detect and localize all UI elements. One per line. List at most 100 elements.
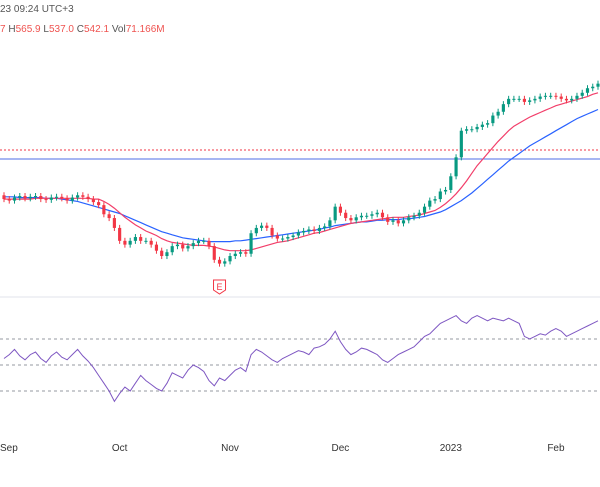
low-value: 537.0: [48, 24, 74, 35]
ohlcv-legend: 7 H565.9 L537.0 C542.1 Vol71.166M: [0, 24, 165, 35]
candle-body: [270, 227, 274, 236]
candle-body: [118, 227, 122, 241]
candle-body: [186, 246, 190, 249]
candle-body: [522, 98, 526, 102]
candle-body: [60, 196, 64, 199]
close-label: C: [76, 24, 84, 35]
candle-body: [328, 220, 332, 227]
candle-body: [459, 130, 463, 158]
candle-body: [580, 92, 584, 96]
high-value: 565.9: [15, 24, 41, 35]
x-tick-label: 2023: [440, 443, 463, 454]
candle-body: [528, 100, 532, 102]
candle-body: [517, 98, 521, 100]
x-axis: Sep Oct Nov Dec 2023 Feb: [0, 443, 565, 454]
candle-body: [86, 196, 90, 200]
candle-body: [12, 197, 17, 201]
candle-body: [170, 246, 174, 253]
candle-body: [249, 233, 253, 254]
candle-body: [228, 256, 232, 262]
candle-body: [296, 232, 300, 236]
candle-body: [480, 124, 484, 127]
candle-body: [154, 244, 159, 251]
earnings-marker[interactable]: E: [213, 279, 227, 295]
candle-body: [380, 212, 385, 218]
x-tick-label: Nov: [221, 443, 239, 454]
candle-body: [564, 98, 569, 101]
candle-body: [307, 229, 311, 231]
candle-body: [396, 220, 400, 224]
candle-body: [549, 95, 553, 97]
timestamp: 23 09:24 UTC+3: [0, 4, 74, 15]
candle-body: [223, 261, 227, 264]
candle-body: [244, 252, 248, 254]
candle-body: [585, 88, 590, 93]
x-tick-label: Sep: [0, 443, 18, 454]
ma-fast-line: [4, 92, 599, 252]
candle-body: [443, 189, 448, 192]
candle-body: [49, 197, 53, 200]
candle-body: [554, 95, 558, 97]
candle-body: [149, 240, 153, 245]
candle-body: [496, 111, 500, 116]
candle-body: [144, 240, 148, 242]
candle-body: [233, 253, 237, 257]
candle-body: [202, 240, 206, 242]
candle-body: [365, 215, 369, 217]
candle-body: [191, 243, 195, 247]
candle-body: [354, 217, 358, 221]
rsi-series: [3, 314, 599, 403]
candle-body: [449, 176, 453, 190]
candle-body: [344, 212, 348, 219]
candle-body: [422, 206, 427, 213]
candle-body: [286, 237, 290, 239]
candle-body: [70, 197, 74, 201]
candle-body: [591, 86, 595, 89]
candle-body: [44, 199, 48, 201]
x-tick-label: Dec: [332, 443, 350, 454]
candle-body: [23, 196, 27, 199]
candle-body: [359, 215, 364, 218]
candle-body: [133, 237, 137, 241]
candle-body: [54, 196, 59, 198]
low-label: L: [43, 24, 49, 35]
candle-body: [18, 196, 22, 198]
candle-body: [317, 227, 321, 231]
close-value: 542.1: [84, 24, 110, 35]
candle-body: [323, 226, 327, 228]
earnings-label: E: [217, 282, 223, 292]
candle-body: [433, 199, 437, 201]
candle-body: [28, 196, 32, 199]
candle-body: [76, 195, 80, 198]
candle-body: [375, 212, 379, 215]
candle-body: [596, 83, 600, 87]
candle-body: [238, 252, 243, 254]
candle-body: [259, 225, 264, 228]
candle-body: [33, 196, 38, 198]
ma-fast-series: [4, 92, 599, 252]
candle-body: [349, 218, 353, 221]
candle-body: [470, 129, 474, 131]
candle-body: [512, 98, 516, 100]
candle-body: [417, 212, 421, 216]
candle-body: [91, 199, 95, 203]
candle-body: [291, 235, 295, 238]
candle-body: [181, 244, 185, 249]
high-label: H: [8, 24, 16, 35]
candle-body: [302, 230, 306, 233]
candle-body: [254, 227, 258, 234]
candle-body: [107, 214, 111, 219]
candle-body: [333, 206, 337, 221]
volume-value: 71.166M: [125, 24, 165, 35]
candle-body: [575, 95, 579, 99]
candle-body: [559, 96, 563, 99]
candle-body: [407, 217, 411, 221]
x-tick-label: Oct: [112, 443, 128, 454]
x-tick-label: Feb: [547, 443, 565, 454]
open-value-fragment: 7: [0, 24, 6, 35]
candle-body: [401, 220, 406, 224]
candlestick-series: [2, 80, 600, 267]
candle-body: [391, 220, 395, 222]
earnings-flag[interactable]: [213, 279, 227, 295]
